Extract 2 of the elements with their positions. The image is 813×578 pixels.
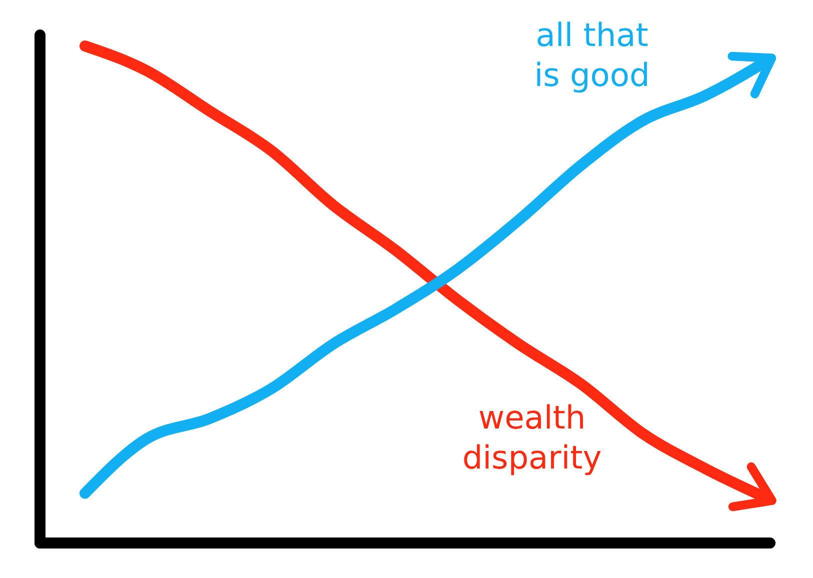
series-label: wealth disparity bbox=[462, 398, 602, 476]
series-label: all that is good bbox=[534, 16, 650, 94]
